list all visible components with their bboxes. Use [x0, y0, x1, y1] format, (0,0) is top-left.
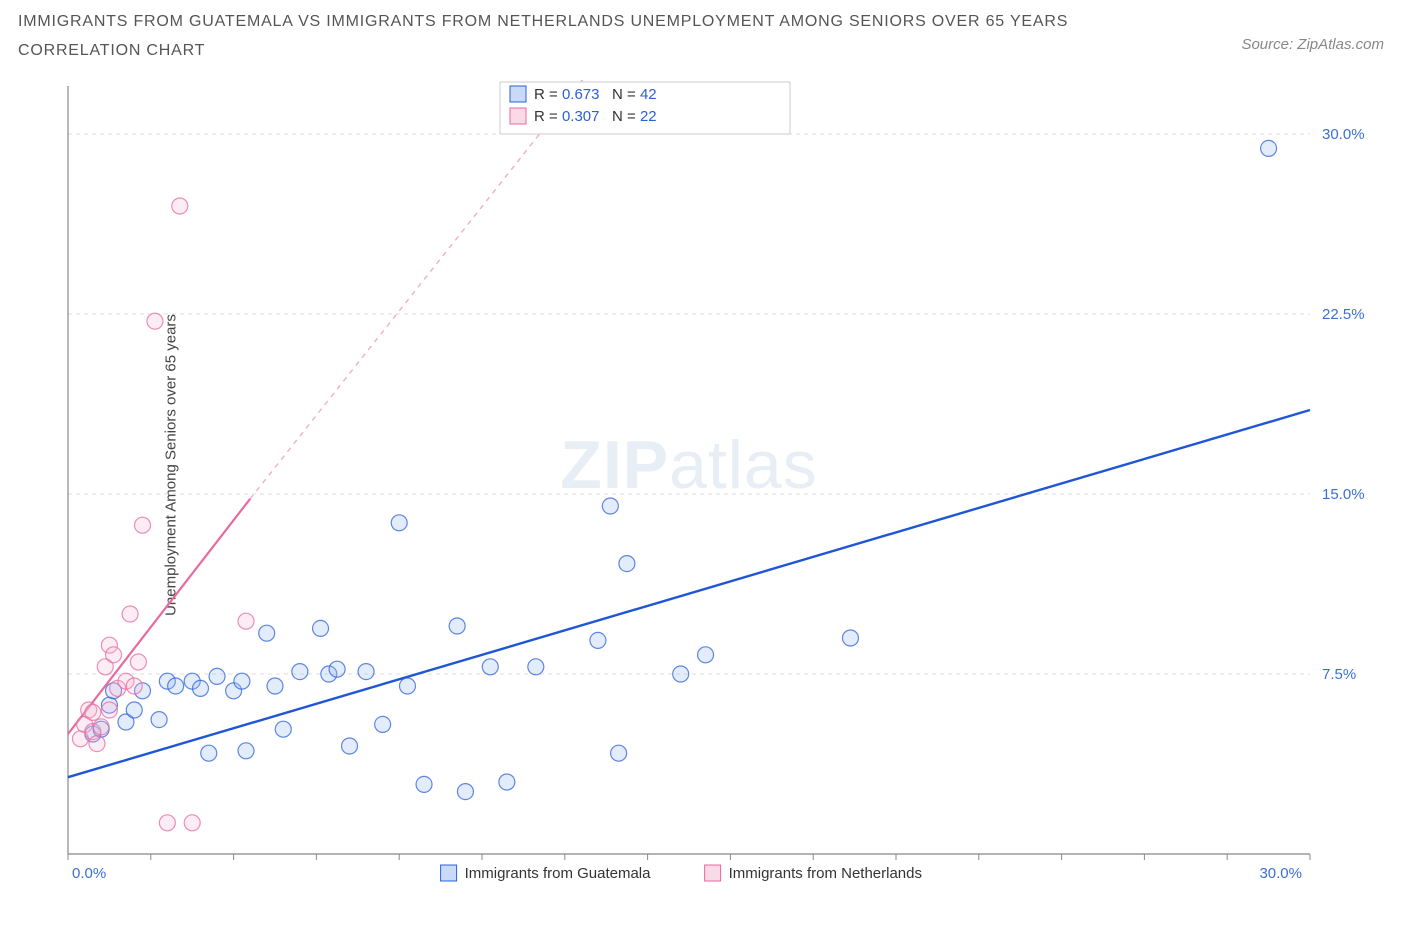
trend-line — [68, 499, 250, 734]
data-point — [85, 704, 101, 720]
source-attribution: Source: ZipAtlas.com — [1241, 36, 1384, 53]
data-point — [93, 719, 109, 735]
data-point — [292, 664, 308, 680]
data-point — [842, 630, 858, 646]
x-tick-label-end: 30.0% — [1259, 865, 1302, 882]
y-tick-label: 15.0% — [1322, 486, 1365, 503]
data-point — [275, 721, 291, 737]
data-point — [313, 620, 329, 636]
y-tick-label: 7.5% — [1322, 666, 1356, 683]
data-point — [122, 606, 138, 622]
scatter-chart: ZIPatlas 7.5% 15.0% 22.5% 30.0% 0.0% 30.0% R = … — [60, 80, 1388, 900]
x-tick-label-start: 0.0% — [72, 865, 106, 882]
data-point — [209, 668, 225, 684]
data-point — [126, 702, 142, 718]
legend-swatch — [510, 108, 526, 124]
data-point — [482, 659, 498, 675]
data-point — [135, 517, 151, 533]
data-point — [151, 712, 167, 728]
data-point — [201, 745, 217, 761]
data-point — [184, 815, 200, 831]
data-point — [391, 515, 407, 531]
data-point — [499, 774, 515, 790]
data-point — [342, 738, 358, 754]
data-point — [602, 498, 618, 514]
data-point — [611, 745, 627, 761]
data-point — [528, 659, 544, 675]
data-point — [168, 678, 184, 694]
data-point — [673, 666, 689, 682]
chart-title-line2: CORRELATION CHART — [18, 37, 1206, 64]
data-point — [89, 736, 105, 752]
data-point — [267, 678, 283, 694]
legend-swatch — [441, 865, 457, 881]
legend-series-label: Immigrants from Netherlands — [729, 865, 922, 882]
data-point — [147, 313, 163, 329]
data-point — [238, 743, 254, 759]
data-point — [375, 716, 391, 732]
data-point — [101, 702, 117, 718]
legend-stats-row: R = 0.307 N = 22 — [534, 108, 657, 125]
data-point — [259, 625, 275, 641]
data-point — [329, 661, 345, 677]
data-point — [172, 198, 188, 214]
data-point — [358, 664, 374, 680]
trend-line-dashed — [250, 80, 606, 499]
legend-stats-row: R = 0.673 N = 42 — [534, 86, 657, 103]
data-point — [416, 776, 432, 792]
y-tick-label: 22.5% — [1322, 306, 1365, 323]
data-point — [457, 784, 473, 800]
legend-series-label: Immigrants from Guatemala — [465, 865, 652, 882]
data-point — [130, 654, 146, 670]
data-point — [590, 632, 606, 648]
data-point — [192, 680, 208, 696]
data-point — [1261, 140, 1277, 156]
y-tick-label: 30.0% — [1322, 126, 1365, 143]
watermark: ZIPatlas — [560, 427, 817, 503]
chart-title-line1: IMMIGRANTS FROM GUATEMALA VS IMMIGRANTS … — [18, 8, 1206, 35]
data-point — [238, 613, 254, 629]
data-point — [449, 618, 465, 634]
data-point — [159, 815, 175, 831]
data-point — [126, 678, 142, 694]
legend-swatch — [510, 86, 526, 102]
legend-swatch — [705, 865, 721, 881]
data-point — [619, 556, 635, 572]
data-point — [106, 647, 122, 663]
data-point — [698, 647, 714, 663]
data-point — [234, 673, 250, 689]
data-point — [399, 678, 415, 694]
